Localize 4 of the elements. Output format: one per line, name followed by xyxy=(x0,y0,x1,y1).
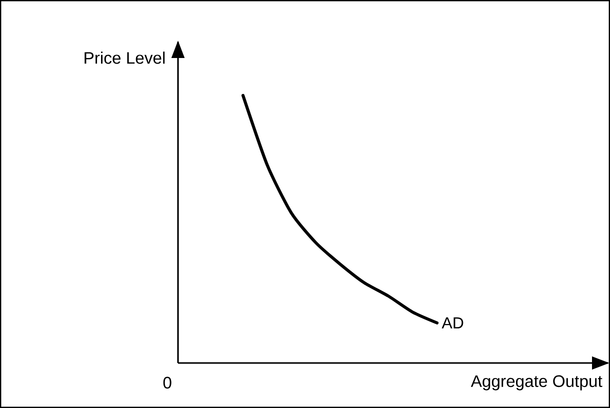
series-label: AD xyxy=(442,317,464,328)
x-axis-title: Aggregate Output xyxy=(470,375,602,390)
y-axis-title: Price Level xyxy=(84,52,165,64)
text: 0 xyxy=(163,376,172,389)
